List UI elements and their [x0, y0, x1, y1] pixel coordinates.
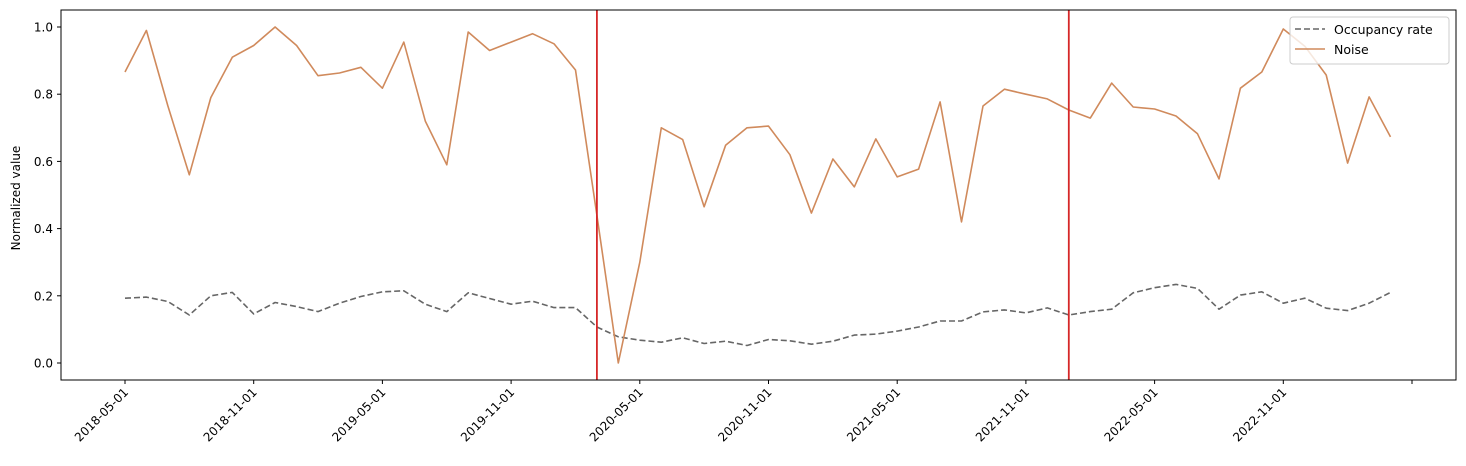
- y-axis-label: Normalized value: [9, 146, 23, 251]
- x-axis: 2018-05-01 2018-11-01 2019-05-01 2019-11-01…: [72, 380, 1413, 444]
- occupancy-rate-line: [124, 283, 1391, 347]
- x-tick-label: 2021-05-01: [844, 385, 903, 444]
- x-tick-label: 2019-11-01: [458, 385, 517, 444]
- y-tick-label: 1.0: [34, 21, 53, 35]
- y-tick-label: 0.0: [34, 357, 53, 371]
- event-lines: [596, 10, 1070, 380]
- x-tick-label: 2022-11-01: [1230, 385, 1289, 444]
- x-tick-label: 2019-05-01: [329, 385, 388, 444]
- y-tick-label: 0.4: [34, 222, 53, 236]
- y-tick-label: 0.6: [34, 155, 53, 169]
- legend-noise-label: Noise: [1334, 42, 1369, 57]
- x-tick-label: 2022-05-01: [1102, 385, 1161, 444]
- x-tick-label: 2020-05-01: [587, 385, 646, 444]
- legend-occupancy-label: Occupancy rate: [1334, 22, 1433, 37]
- plot-frame: [60, 9, 1457, 381]
- noise-line: [124, 26, 1392, 364]
- x-tick-label: 2020-11-01: [715, 385, 774, 444]
- x-tick-label: 2018-05-01: [72, 385, 131, 444]
- legend: Occupancy rate Noise: [1289, 16, 1450, 65]
- x-tick-label: 2018-11-01: [201, 385, 260, 444]
- y-axis: 0.0 0.2 0.4 0.6 0.8 1.0: [34, 21, 61, 371]
- y-tick-label: 0.8: [34, 88, 53, 102]
- series-layer: [124, 26, 1392, 364]
- legend-box: [1289, 16, 1450, 65]
- y-tick-label: 0.2: [34, 289, 53, 303]
- x-tick-label: 2021-11-01: [973, 385, 1032, 444]
